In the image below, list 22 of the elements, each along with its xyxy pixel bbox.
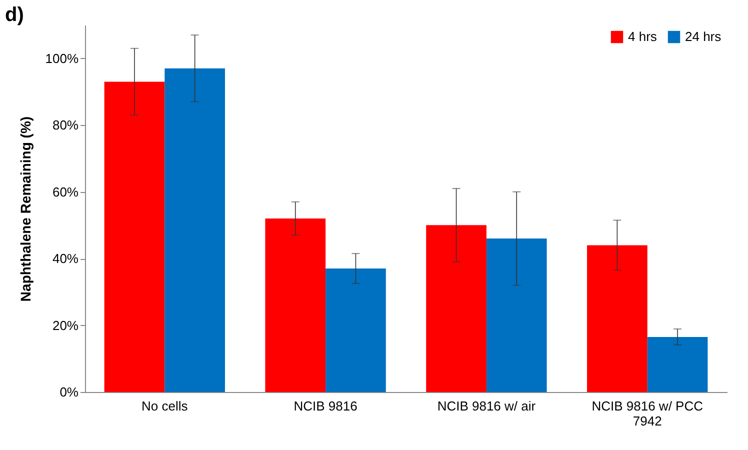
y-tick-label: 60% — [52, 184, 79, 200]
x-tick-label: NCIB 9816 w/ air — [437, 398, 536, 414]
y-tick-label: 80% — [52, 118, 79, 133]
bar — [164, 68, 225, 392]
chart-title: d) — [5, 4, 24, 26]
bar — [486, 238, 547, 392]
y-tick-label: 0% — [60, 384, 79, 400]
bar — [587, 245, 648, 392]
x-tick-label: No cells — [142, 398, 188, 414]
bar — [326, 268, 386, 392]
y-tick-label: 40% — [52, 251, 79, 266]
legend-label: 24 hrs — [685, 29, 722, 44]
bar — [426, 225, 486, 392]
bar — [104, 82, 165, 392]
y-tick-label: 20% — [52, 318, 79, 333]
y-axis-title: Naphthalene Remaining (%) — [17, 116, 34, 302]
x-tick-label: NCIB 9816 — [294, 398, 358, 414]
y-tick-label: 100% — [45, 50, 79, 66]
bar — [265, 218, 326, 392]
bar — [647, 336, 708, 392]
legend-label: 4 hrs — [628, 29, 658, 44]
x-tick-label: NCIB 9816 w/ PCC 7942 — [592, 398, 703, 428]
